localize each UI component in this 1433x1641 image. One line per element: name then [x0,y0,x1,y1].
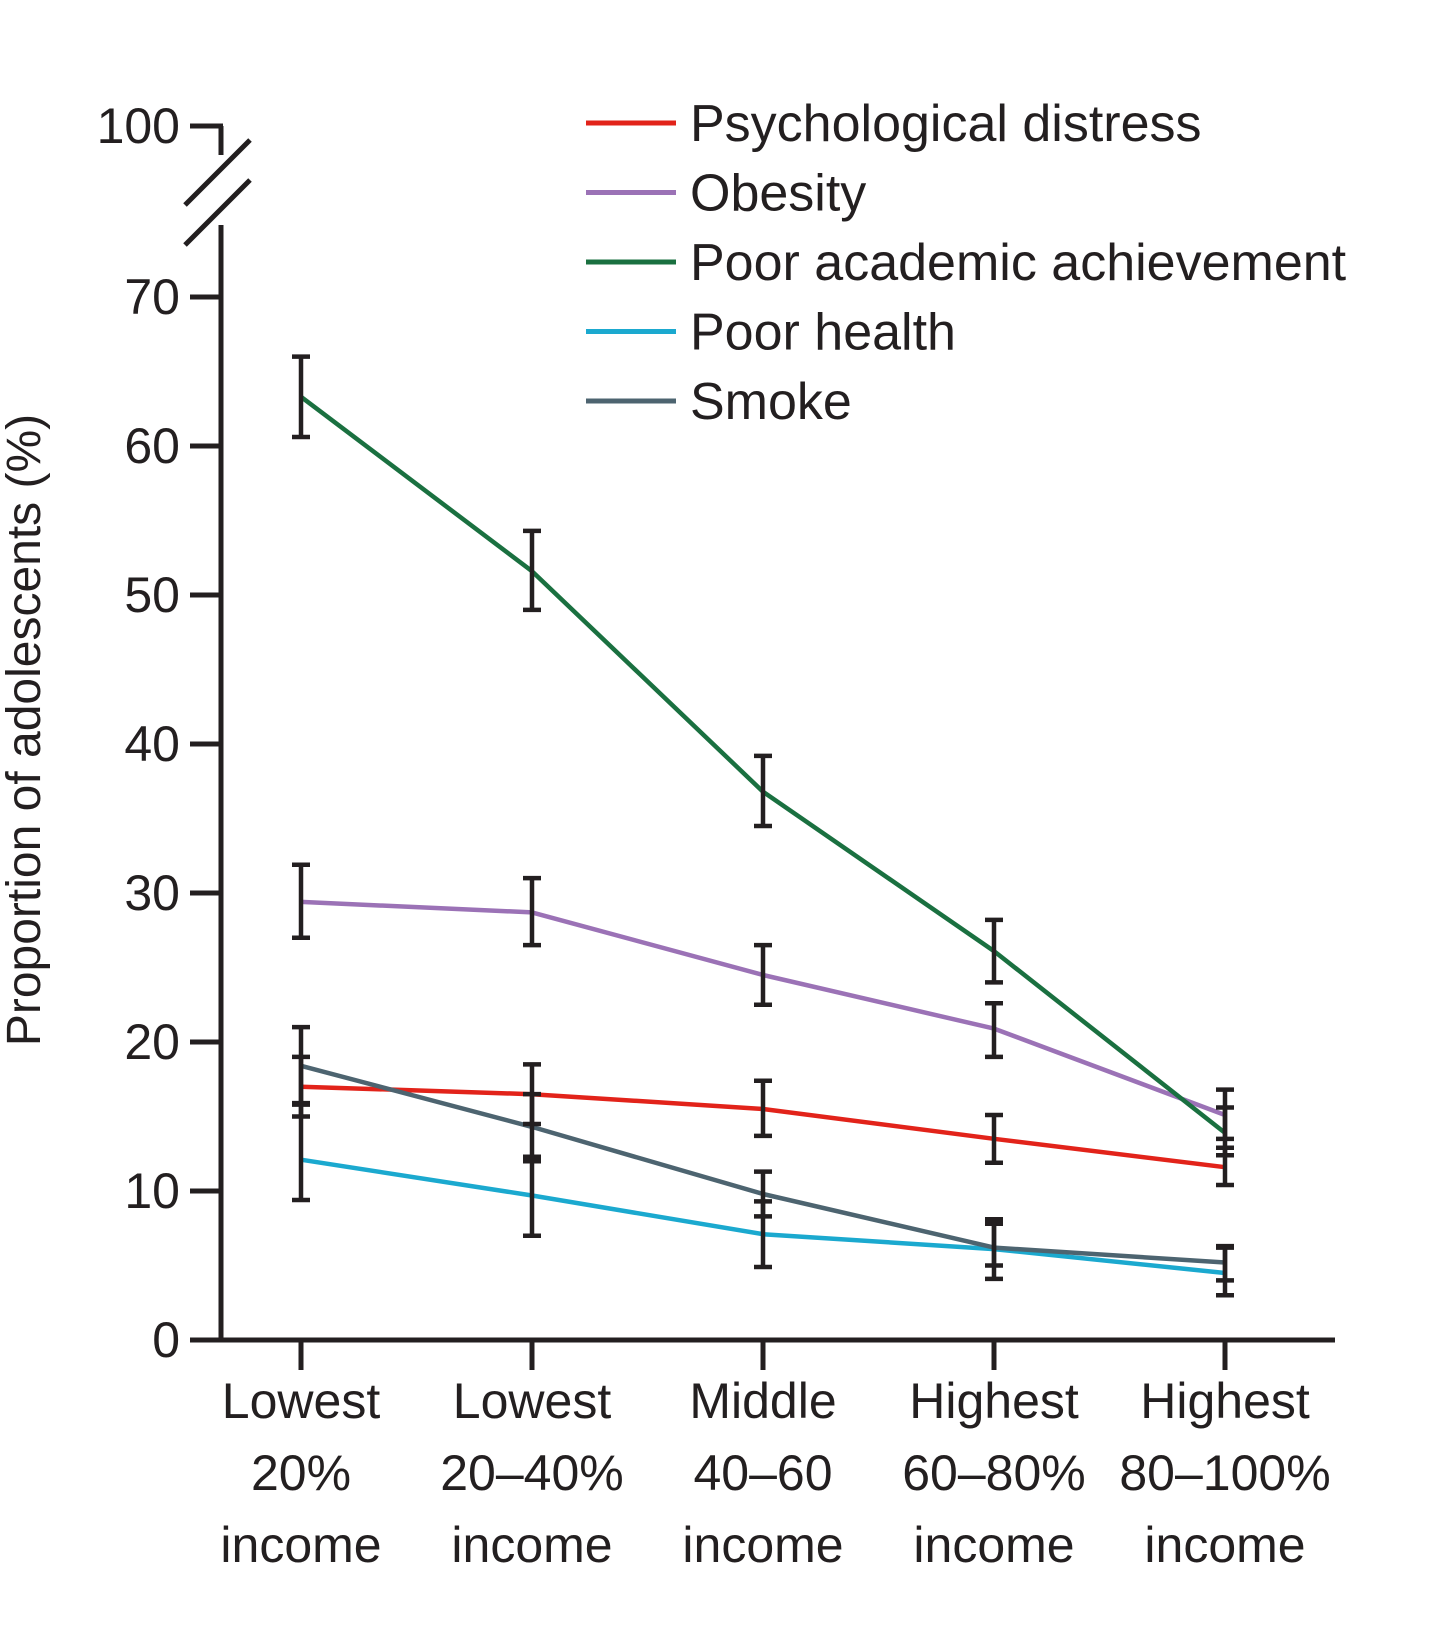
y-tick-label: 10 [124,1163,180,1219]
x-tick-label: income [451,1517,612,1573]
y-tick-label: 20 [124,1014,180,1070]
axis-break-mark [183,138,252,207]
y-tick-label: 100 [97,98,180,154]
x-tick-label: income [220,1517,381,1573]
x-tick-label: income [682,1517,843,1573]
x-tick-label: income [913,1517,1074,1573]
x-tick-label: Lowest [222,1373,381,1429]
axes-layer [183,123,1335,1370]
x-tick-label: Highest [1140,1373,1310,1429]
x-tick-label: 60–80% [902,1445,1086,1501]
labels-layer: 100 0 10 20 30 40 50 60 70 Lowest 20% income Lowest 2… [0,98,1331,1573]
legend-label: Poor academic achievement [690,234,1347,292]
y-axis-title: Proportion of adolescents (%) [0,414,51,1046]
errorbars-layer [292,354,1234,1298]
x-tick-label: 40–60 [693,1445,832,1501]
legend-label: Poor health [690,304,956,362]
y-tick-label: 70 [124,269,180,325]
x-tick-label: income [1144,1517,1305,1573]
axis-break-mark [183,178,252,247]
y-tick-label: 40 [124,716,180,772]
y-tick-label: 30 [124,865,180,921]
legend-label: Psychological distress [690,95,1202,153]
legend-label: Obesity [690,165,866,223]
y-tick-label: 60 [124,418,180,474]
x-tick-label: 20% [251,1445,351,1501]
x-tick-label: Middle [689,1373,836,1429]
x-tick-label: Lowest [453,1373,612,1429]
x-tick-label: 20–40% [440,1445,624,1501]
x-tick-label: 80–100% [1119,1445,1330,1501]
legend: Psychological distress Obesity Poor academ… [586,95,1347,431]
y-tick-label: 50 [124,567,180,623]
legend-label: Smoke [690,373,852,431]
series-layer [299,395,1227,1276]
y-tick-label: 0 [152,1312,180,1368]
x-tick-label: Highest [909,1373,1079,1429]
